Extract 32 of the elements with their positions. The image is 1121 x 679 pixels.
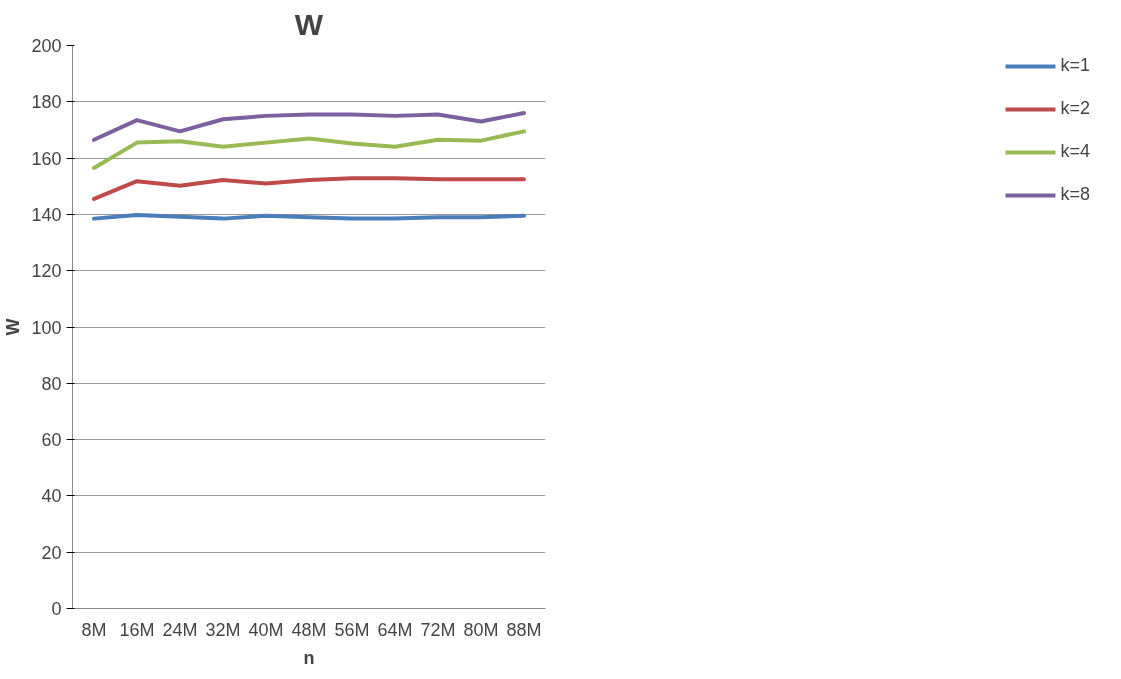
y-tick-label: 160	[31, 148, 62, 169]
chart-title: W	[294, 7, 324, 41]
x-tick-label: 8M	[81, 619, 107, 640]
y-tick-label: 100	[31, 317, 62, 338]
x-tick-label: 56M	[334, 619, 370, 640]
y-tick-label: 80	[41, 373, 62, 394]
line-series	[92, 111, 526, 142]
x-tick-label: 64M	[377, 619, 413, 640]
y-tick-label: 180	[31, 92, 62, 113]
line-series	[92, 176, 526, 201]
legend-label: k=2	[1060, 98, 1090, 119]
legend-label: k=1	[1060, 55, 1090, 76]
x-tick-label: 40M	[248, 619, 284, 640]
x-tick-label: 48M	[291, 619, 327, 640]
y-tick-label: 120	[31, 261, 62, 282]
x-tick-label: 24M	[162, 619, 198, 640]
y-tick-label: 200	[31, 36, 62, 56]
x-tick-label: 16M	[119, 619, 155, 640]
y-axis-title: W	[3, 318, 24, 336]
y-tick-label: 140	[31, 204, 62, 225]
y-tick-label: 20	[41, 542, 62, 563]
legend-label: k=8	[1060, 184, 1090, 205]
x-tick-label: 32M	[205, 619, 241, 640]
y-tick-label: 0	[51, 599, 62, 619]
y-tick-label: 60	[41, 430, 62, 451]
x-axis-title: n	[303, 647, 315, 668]
legend-label: k=4	[1060, 141, 1090, 162]
x-tick-label: 80M	[463, 619, 499, 640]
line-series	[92, 129, 526, 170]
y-tick-label: 40	[41, 486, 62, 507]
x-tick-label: 72M	[420, 619, 456, 640]
x-tick-label: 88M	[506, 619, 542, 640]
